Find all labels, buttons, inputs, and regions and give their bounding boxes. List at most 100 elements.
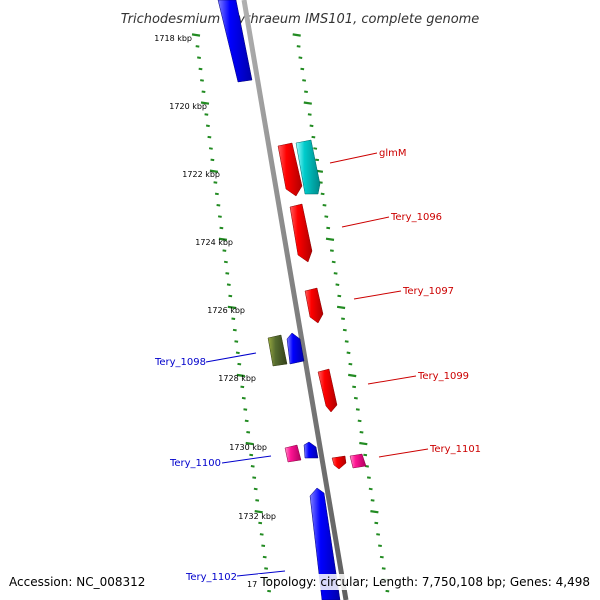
inner-track-tick <box>232 328 237 332</box>
gene-labels: glmM Tery_1096 Tery_1097 Tery_1098 Tery_… <box>154 148 481 583</box>
gene-tery1099-arrow[interactable] <box>317 368 338 413</box>
inner-track-tick <box>208 147 213 150</box>
outer-track-tick <box>329 249 334 252</box>
outer-track-tick <box>320 192 325 196</box>
inner-track-tick <box>255 499 260 502</box>
outer-track-tick <box>298 56 303 59</box>
inner-track-tick <box>267 589 272 593</box>
inner-track-tick <box>237 362 242 366</box>
inner-track-tick <box>253 487 258 491</box>
tick-tracks <box>191 33 390 593</box>
leader-tery1100 <box>221 455 272 464</box>
leader-tery1101 <box>378 448 429 458</box>
inner-track-tick <box>197 56 201 59</box>
outer-track-tick <box>363 453 368 457</box>
inner-track-tick <box>198 67 203 71</box>
summary-backdrop <box>258 574 594 590</box>
leader-tery1102 <box>236 570 286 577</box>
inner-track-tick <box>191 33 201 37</box>
gene-tery1100-arrow[interactable] <box>284 444 302 463</box>
outer-track-tick <box>370 510 379 514</box>
gene-tery1098-arrow[interactable] <box>267 334 288 367</box>
inner-track-tick <box>210 158 215 162</box>
inner-track-tick <box>216 204 221 207</box>
inner-track-tick <box>219 226 224 230</box>
gene-label-tery1101[interactable]: Tery_1101 <box>429 444 481 455</box>
inner-track-tick <box>226 283 231 286</box>
tick-label-1726: 1726 kbp <box>207 306 245 315</box>
outer-track-tick <box>325 237 335 241</box>
outer-track-tick <box>302 79 307 82</box>
inner-track-tick <box>228 294 233 298</box>
outer-track-tick <box>322 204 327 207</box>
inner-track-tick <box>262 555 267 559</box>
gene-label-tery1097[interactable]: Tery_1097 <box>402 286 454 297</box>
outer-track-tick <box>348 373 357 378</box>
gene-label-tery1099[interactable]: Tery_1099 <box>417 371 469 382</box>
kbp-ticks: 1718 kbp 1720 kbp 1722 kbp 1724 kbp 1726… <box>154 34 276 589</box>
gene-label-tery1098[interactable]: Tery_1098 <box>154 357 206 368</box>
outer-track-tick <box>357 419 362 423</box>
inner-track-tick <box>240 385 245 389</box>
feature-blue-small[interactable] <box>286 332 305 365</box>
outer-track-tick <box>355 408 360 411</box>
inner-track-tick <box>259 533 264 536</box>
gene-label-tery1100[interactable]: Tery_1100 <box>169 458 221 469</box>
outer-track-tick <box>368 487 373 491</box>
inner-track-tick <box>245 441 254 446</box>
outer-track-tick <box>352 385 357 389</box>
inner-track-tick <box>227 305 236 310</box>
outer-track-tick <box>300 67 305 71</box>
gene-tery1097-arrow[interactable] <box>304 287 324 324</box>
gene-label-glmM[interactable]: glmM <box>379 148 407 159</box>
inner-track-tick <box>213 181 218 184</box>
tick-label-1732: 1732 kbp <box>238 512 276 521</box>
tick-label-1718: 1718 kbp <box>154 34 192 43</box>
outer-track-tick <box>359 431 364 434</box>
leader-tery1097 <box>353 290 402 300</box>
accession-text: Accession: NC_008312 <box>9 575 145 589</box>
inner-track-tick <box>201 90 206 93</box>
feature-red-1[interactable] <box>277 142 303 197</box>
outer-track-tick <box>359 441 368 446</box>
tick-label-1728: 1728 kbp <box>218 374 256 383</box>
outer-track-tick <box>341 317 345 320</box>
outer-track-tick <box>346 351 351 355</box>
outer-track-tick <box>353 396 358 400</box>
genome-backbone <box>241 0 349 600</box>
gene-tery1096-arrow[interactable] <box>289 203 313 263</box>
gene-glmM-arrow[interactable] <box>295 139 321 195</box>
inner-track-tick <box>231 317 236 320</box>
features-unlabelled <box>217 0 341 600</box>
inner-track-tick <box>200 101 210 105</box>
outer-track-tick <box>292 33 301 37</box>
inner-track-tick <box>254 510 263 514</box>
inner-track-tick <box>195 45 200 48</box>
inner-track-tick <box>252 476 257 479</box>
inner-track-tick <box>244 419 249 423</box>
outer-track-tick <box>342 328 347 332</box>
outer-track-tick <box>376 533 381 536</box>
outer-track-tick <box>315 158 320 162</box>
inner-track-tick <box>235 351 240 355</box>
outer-track-tick <box>335 283 340 286</box>
inner-track-tick <box>234 340 239 343</box>
feature-red-small[interactable] <box>331 455 347 470</box>
inner-track-tick <box>264 567 269 570</box>
tick-label-1730: 1730 kbp <box>229 443 267 452</box>
outer-track-tick <box>379 555 384 559</box>
outer-track-tick <box>378 544 382 547</box>
inner-track-tick <box>223 260 228 264</box>
inner-track-tick <box>207 135 212 139</box>
gene-label-tery1096[interactable]: Tery_1096 <box>390 212 442 223</box>
outer-track-tick <box>324 215 329 218</box>
gene-tery1101-arrow[interactable] <box>349 453 367 469</box>
inner-track-tick <box>214 192 219 196</box>
gene-label-tery1102[interactable]: Tery_1102 <box>185 572 237 583</box>
inner-track-tick <box>241 396 246 400</box>
inner-track-tick <box>200 79 204 82</box>
outer-track-tick <box>370 499 375 502</box>
feature-blue-top[interactable] <box>217 0 253 83</box>
feature-blue-tiny[interactable] <box>303 441 319 459</box>
